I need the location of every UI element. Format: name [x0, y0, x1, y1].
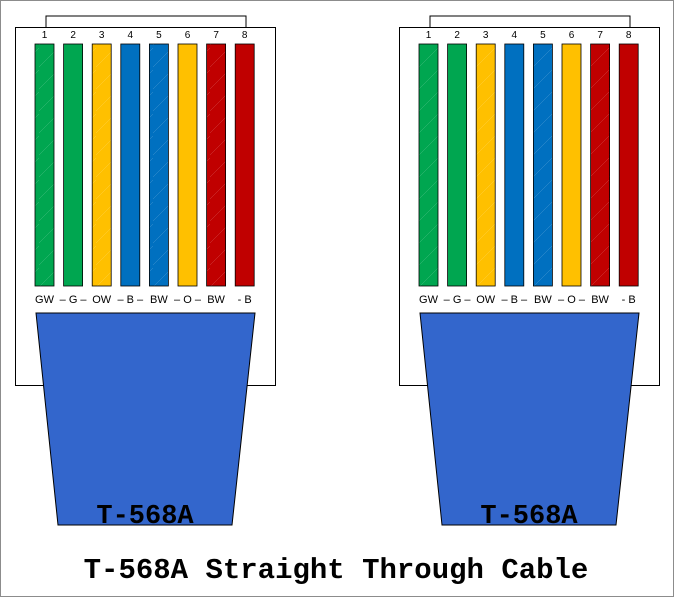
wire-code: - B: [238, 294, 252, 306]
wire-green: [63, 43, 83, 287]
wire-code: – G –: [60, 294, 88, 306]
wire-code: – B –: [117, 294, 144, 306]
pin-number: 1: [426, 30, 432, 41]
rj45-connector: 1 GW 2 – G – 3 OW 4 – B – 5 BW 6 – O – 7 BW 8 - B T-568A: [399, 15, 660, 532]
pin-number: 1: [42, 30, 48, 41]
cable-jacket: [35, 312, 256, 526]
pin-number: 4: [512, 30, 518, 41]
pin-number: 2: [70, 30, 76, 41]
wire-code: OW: [92, 294, 112, 306]
wire-code: BW: [207, 294, 225, 306]
wire-code: – O –: [558, 294, 586, 306]
wire-blue: [504, 43, 525, 287]
pin-number: 6: [569, 30, 575, 41]
wire-brown-white: [590, 43, 610, 287]
wire-orange-white: [91, 43, 112, 287]
wire-brown-white: [206, 43, 227, 287]
pin-number: 2: [454, 30, 460, 41]
wire-blue: [120, 43, 141, 287]
pin-number: 7: [597, 30, 603, 41]
wire-code: – B –: [501, 294, 528, 306]
wire-green: [447, 43, 468, 287]
pin-number: 6: [185, 30, 191, 41]
rj45-connector: 1 GW 2 – G – 3 OW 4 – B – 5 BW 6 – O – 7 BW 8 - B T-568A: [15, 15, 276, 532]
wire-code: – O –: [174, 294, 202, 306]
wire-blue-white: [533, 43, 553, 287]
pin-number: 8: [626, 30, 632, 41]
connector-label: T-568A: [96, 502, 194, 532]
pin-number: 8: [242, 30, 248, 41]
wire-brown: [234, 43, 255, 287]
pin-number: 3: [483, 30, 489, 41]
wire-brown: [618, 43, 639, 287]
wire-green-white: [34, 43, 55, 287]
wire-orange: [177, 43, 198, 287]
wire-code: GW: [419, 294, 439, 306]
pin-number: 5: [540, 30, 546, 41]
pin-number: 5: [156, 30, 162, 41]
wire-orange: [561, 43, 582, 287]
wire-green-white: [418, 43, 439, 287]
wire-blue-white: [148, 43, 169, 287]
wire-orange-white: [475, 43, 496, 287]
pin-number: 7: [213, 30, 219, 41]
wire-code: BW: [534, 294, 552, 306]
connector-label: T-568A: [480, 502, 578, 532]
cable-jacket: [419, 312, 640, 526]
locking-tab: [45, 15, 247, 27]
locking-tab: [429, 15, 631, 27]
connectors-group: 1 GW 2 – G – 3 OW 4 – B – 5 BW 6 – O – 7 BW 8 - B T-568A…: [15, 15, 660, 532]
wire-code: GW: [35, 294, 55, 306]
wire-code: - B: [622, 294, 636, 306]
pin-number: 4: [128, 30, 134, 41]
diagram-title: T-568A Straight Through Cable: [84, 554, 589, 587]
pin-number: 3: [99, 30, 105, 41]
wire-code: BW: [150, 294, 168, 306]
wire-code: OW: [476, 294, 496, 306]
wire-code: – G –: [444, 294, 472, 306]
wire-code: BW: [591, 294, 609, 306]
